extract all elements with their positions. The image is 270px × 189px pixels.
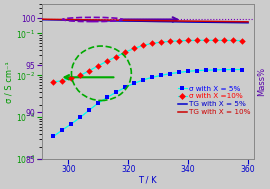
Point bbox=[186, 70, 190, 73]
Point bbox=[123, 86, 127, 89]
Point bbox=[60, 79, 65, 82]
Point bbox=[240, 39, 244, 42]
Point bbox=[159, 74, 163, 77]
Point bbox=[141, 44, 146, 47]
Point bbox=[123, 50, 127, 53]
Point bbox=[204, 39, 208, 42]
Point bbox=[240, 68, 244, 71]
Y-axis label: Mass%: Mass% bbox=[257, 67, 266, 96]
Point bbox=[78, 74, 83, 77]
Point bbox=[51, 135, 56, 138]
Point bbox=[132, 47, 136, 50]
Point bbox=[78, 116, 83, 119]
Point bbox=[195, 39, 199, 42]
Point bbox=[87, 69, 92, 72]
Point bbox=[69, 77, 74, 80]
Point bbox=[222, 68, 226, 71]
Point bbox=[87, 108, 92, 111]
Point bbox=[177, 39, 181, 42]
Y-axis label: σ / S cm⁻¹: σ / S cm⁻¹ bbox=[4, 61, 13, 103]
Point bbox=[195, 69, 199, 72]
Point bbox=[132, 82, 136, 85]
Point bbox=[204, 69, 208, 72]
Point bbox=[231, 39, 235, 42]
Point bbox=[159, 41, 163, 44]
Point bbox=[231, 68, 235, 71]
Point bbox=[114, 91, 119, 94]
Point bbox=[96, 64, 100, 67]
Point bbox=[213, 39, 217, 42]
Point bbox=[141, 78, 146, 81]
Point bbox=[69, 122, 74, 125]
Point bbox=[213, 68, 217, 71]
Point bbox=[150, 76, 154, 79]
Point bbox=[150, 42, 154, 45]
Point bbox=[114, 55, 119, 58]
Point bbox=[60, 128, 65, 131]
Point bbox=[186, 39, 190, 42]
Point bbox=[96, 101, 100, 105]
Point bbox=[177, 71, 181, 74]
Point bbox=[105, 96, 110, 99]
X-axis label: T / K: T / K bbox=[139, 176, 157, 185]
Point bbox=[222, 39, 226, 42]
Point bbox=[105, 60, 110, 63]
Point bbox=[51, 80, 56, 83]
Point bbox=[168, 40, 173, 43]
Legend: σ with X = 5%, σ with X =10%, TG with X = 5%, TG with X = 10%: σ with X = 5%, σ with X =10%, TG with X … bbox=[175, 83, 253, 118]
Point bbox=[168, 72, 173, 75]
